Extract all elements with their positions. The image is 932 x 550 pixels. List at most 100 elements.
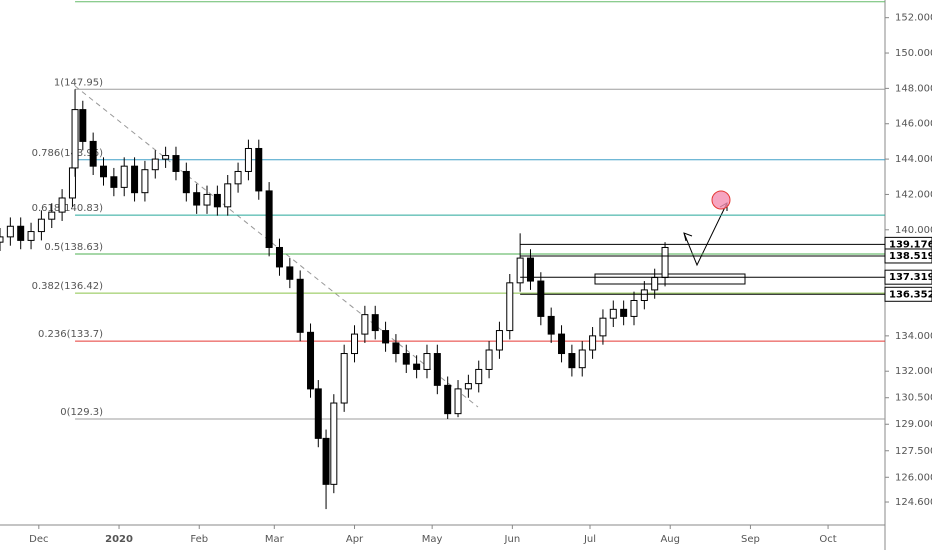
- candle-body: [37, 218, 45, 233]
- candle-body: [265, 190, 273, 248]
- candle-body: [516, 257, 524, 284]
- candle-body: [444, 384, 452, 415]
- x-tick-label: Dec: [29, 534, 48, 545]
- candle-body: [620, 308, 628, 317]
- candle-body: [361, 314, 369, 335]
- y-tick-label: 146.000: [895, 119, 932, 130]
- y-tick-label: 148.000: [895, 83, 932, 94]
- candle-body: [340, 353, 348, 404]
- target-circle: [711, 190, 731, 210]
- x-tick-label: Sep: [741, 534, 760, 545]
- y-tick-label: 129.000: [895, 419, 932, 430]
- candle-body: [568, 353, 576, 369]
- candle-body: [255, 147, 263, 192]
- candle-body: [314, 388, 322, 439]
- candle-body: [286, 266, 294, 280]
- candle-body: [224, 183, 232, 208]
- candle-body: [151, 158, 159, 171]
- x-tick-label: Apr: [346, 534, 364, 545]
- candle-body: [131, 165, 139, 194]
- y-tick-label: 150.000: [895, 48, 932, 59]
- y-tick-label: 127.500: [895, 446, 932, 457]
- x-tick-label: Jul: [583, 534, 596, 545]
- candle-body: [640, 289, 648, 302]
- candle-body: [547, 315, 555, 335]
- candle-body: [6, 225, 14, 238]
- candle-body: [537, 280, 545, 317]
- x-tick-label: Mar: [265, 534, 285, 545]
- x-tick-label: Jun: [504, 534, 521, 545]
- y-tick-label: 134.000: [895, 331, 932, 342]
- x-tick-label: 2020: [105, 534, 133, 545]
- candle-body: [172, 155, 180, 172]
- price-level-box: [884, 286, 932, 302]
- x-tick-label: Aug: [660, 534, 680, 545]
- price-level-box: [884, 248, 932, 264]
- trend-line: [74, 85, 479, 408]
- y-tick-label: 140.000: [895, 225, 932, 236]
- candle-body: [413, 363, 421, 370]
- candle-body: [296, 278, 304, 333]
- candle-body: [110, 176, 118, 188]
- candle-body: [599, 317, 607, 337]
- candle-body: [17, 225, 25, 241]
- candle-body: [423, 353, 431, 370]
- y-tick-label: 124.600: [895, 497, 932, 508]
- candle-body: [79, 109, 87, 142]
- candle-body: [433, 353, 441, 386]
- x-tick-label: Oct: [819, 534, 836, 545]
- candle-body: [182, 170, 190, 194]
- x-tick-label: May: [422, 534, 443, 545]
- candle-body: [330, 402, 338, 485]
- candle-body: [322, 437, 330, 485]
- candle-body: [661, 246, 669, 279]
- candle-body: [234, 170, 242, 185]
- arrow-head: [683, 232, 693, 242]
- candle-body: [506, 282, 514, 332]
- y-tick-label: 152.000: [895, 13, 932, 24]
- candle-body: [651, 277, 659, 291]
- y-tick-label: 144.000: [895, 154, 932, 165]
- candle-body: [58, 197, 66, 213]
- y-tick-label: 142.000: [895, 189, 932, 200]
- candle-body: [382, 330, 390, 344]
- candle-body: [203, 193, 211, 206]
- y-tick-label: 126.000: [895, 472, 932, 483]
- candle-body: [100, 165, 108, 178]
- arrow-path: [683, 202, 728, 267]
- x-tick-label: Feb: [190, 534, 208, 545]
- candle-body: [495, 330, 503, 351]
- fib-label: 0.382(136.42): [32, 281, 104, 292]
- y-tick-label: 132.000: [895, 366, 932, 377]
- candle-body: [141, 169, 149, 194]
- candle-body: [402, 353, 410, 365]
- price-level-box: [884, 269, 932, 285]
- candle-body: [526, 257, 534, 282]
- candle-body: [351, 333, 359, 355]
- candle-body: [609, 308, 617, 319]
- candle-body: [475, 368, 483, 385]
- candle-body: [392, 342, 400, 355]
- candle-body: [485, 349, 493, 370]
- candle-body: [307, 331, 315, 390]
- candle-body: [630, 300, 638, 317]
- zone-box: [594, 273, 746, 285]
- candle-body: [464, 383, 472, 390]
- price-level-label: 138.519: [889, 251, 932, 262]
- candle-body: [162, 155, 170, 160]
- price-level-label: 139.176: [889, 239, 932, 250]
- candle-body: [589, 335, 597, 351]
- fib-label: 0.618(140.83): [32, 203, 104, 214]
- candle-body: [193, 192, 201, 206]
- candle-body: [213, 193, 221, 208]
- fib-label: 0.5(138.63): [44, 242, 103, 253]
- candle-body: [27, 231, 35, 241]
- candle-body: [558, 333, 566, 355]
- candle-body: [454, 388, 462, 415]
- fib-label: 0.786(143.96): [32, 148, 104, 159]
- y-tick-label: 130.500: [895, 393, 932, 404]
- candle-body: [275, 246, 283, 268]
- price-level-label: 137.319: [889, 272, 932, 283]
